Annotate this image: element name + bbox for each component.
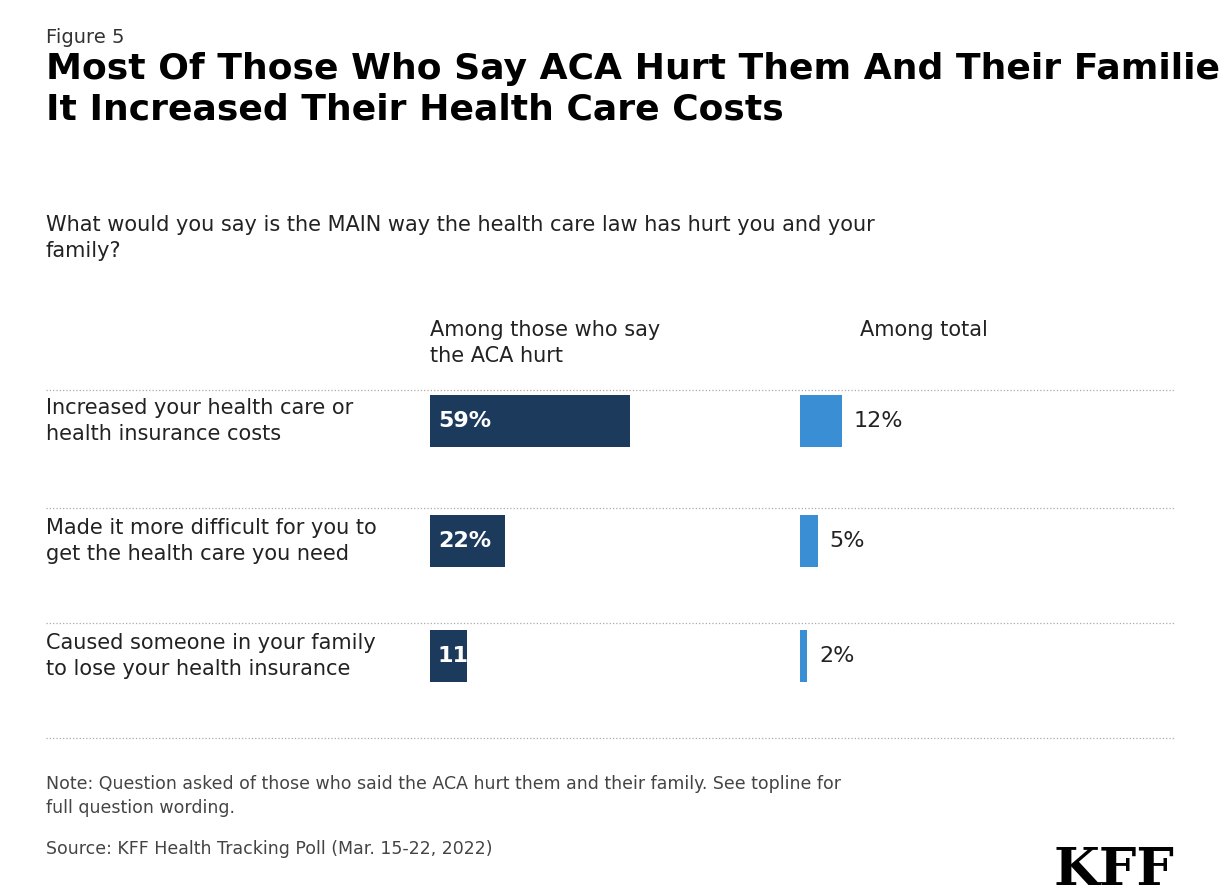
Text: Among total: Among total	[860, 320, 988, 340]
Text: 59%: 59%	[438, 411, 492, 431]
Bar	[800, 515, 817, 567]
Text: Increased your health care or
health insurance costs: Increased your health care or health ins…	[46, 398, 354, 444]
Text: What would you say is the MAIN way the health care law has hurt you and your
fam: What would you say is the MAIN way the h…	[46, 215, 875, 261]
Bar	[429, 395, 630, 447]
Bar	[800, 630, 806, 682]
Text: 22%: 22%	[438, 531, 492, 551]
Text: Made it more difficult for you to
get the health care you need: Made it more difficult for you to get th…	[46, 518, 377, 564]
Bar	[429, 515, 505, 567]
Bar	[429, 630, 467, 682]
Text: 2%: 2%	[819, 646, 854, 666]
Text: 12%: 12%	[854, 411, 904, 431]
Text: Caused someone in your family
to lose your health insurance: Caused someone in your family to lose yo…	[46, 633, 376, 679]
Text: Among those who say
the ACA hurt: Among those who say the ACA hurt	[429, 320, 660, 366]
Bar	[800, 395, 842, 447]
Text: 11%: 11%	[438, 646, 492, 666]
Text: Figure 5: Figure 5	[46, 28, 124, 47]
Text: Note: Question asked of those who said the ACA hurt them and their family. See t: Note: Question asked of those who said t…	[46, 775, 841, 817]
Text: Source: KFF Health Tracking Poll (Mar. 15-22, 2022): Source: KFF Health Tracking Poll (Mar. 1…	[46, 840, 493, 858]
Text: 5%: 5%	[830, 531, 865, 551]
Text: Most Of Those Who Say ACA Hurt Them And Their Families Say
It Increased Their He: Most Of Those Who Say ACA Hurt Them And …	[46, 52, 1220, 127]
Text: KFF: KFF	[1053, 845, 1174, 888]
